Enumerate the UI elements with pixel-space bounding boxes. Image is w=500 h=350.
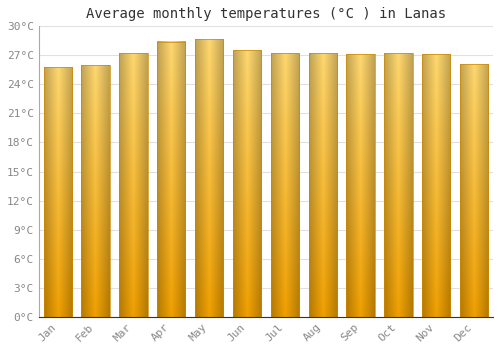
Bar: [119, 54, 148, 317]
Bar: [422, 54, 450, 317]
Bar: [233, 50, 261, 317]
Bar: [157, 42, 186, 317]
Bar: [270, 54, 299, 317]
Bar: [384, 54, 412, 317]
Bar: [460, 64, 488, 317]
Bar: [195, 39, 224, 317]
Title: Average monthly temperatures (°C ) in Lanas: Average monthly temperatures (°C ) in La…: [86, 7, 446, 21]
Bar: [44, 67, 72, 317]
Bar: [346, 54, 375, 317]
Bar: [82, 65, 110, 317]
Bar: [308, 54, 337, 317]
